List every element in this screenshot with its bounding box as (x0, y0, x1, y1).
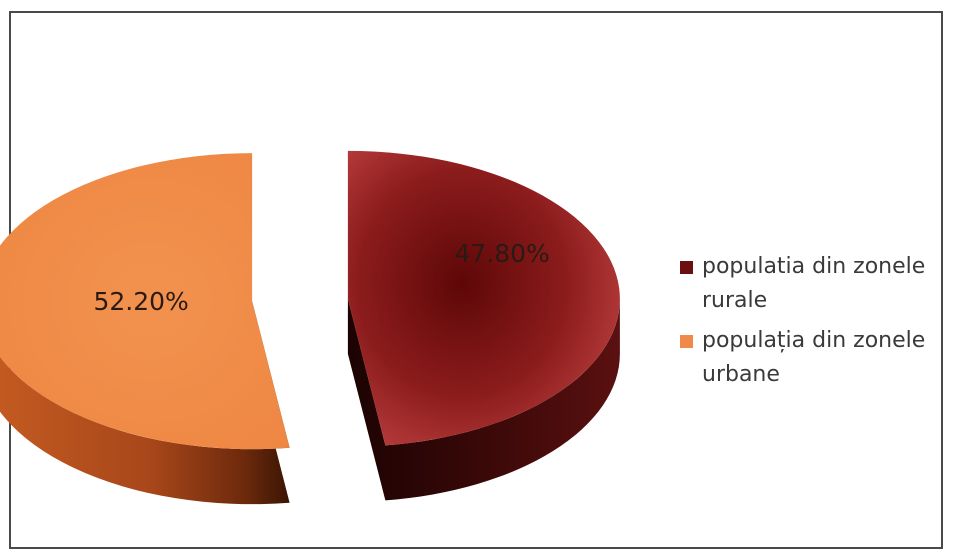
pie-slice-top-urban (0, 153, 290, 450)
pie-slice-side-rural (347, 150, 620, 501)
pie-slice-side-urban (0, 153, 290, 505)
legend-label-urban: populația din zonele urbane (702, 328, 926, 387)
legend-swatch-rural (680, 261, 693, 274)
legend-swatch-urban (680, 335, 693, 348)
legend: populatia din zonele rurale populația di… (680, 250, 940, 398)
pie-slice-rural (347, 150, 620, 501)
data-label-urban: 52.20% (93, 287, 188, 316)
legend-label-rural: populatia din zonele rurale (702, 254, 926, 313)
legend-item-urban: populația din zonele urbane (680, 324, 940, 392)
legend-item-rural: populatia din zonele rurale (680, 250, 940, 318)
pie-slice-urban (0, 153, 290, 505)
data-label-rural: 47.80% (454, 239, 549, 268)
pie-slice-top-rural (347, 150, 620, 446)
